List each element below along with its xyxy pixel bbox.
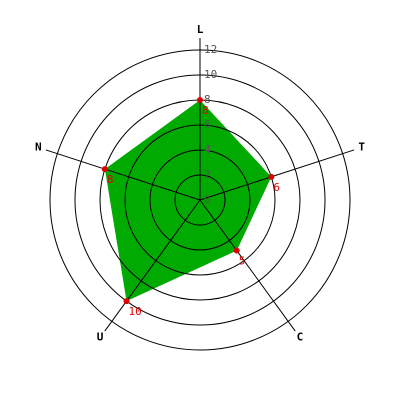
r-tick-label: 2 (204, 168, 211, 181)
data-label: 10 (129, 305, 142, 318)
axis-label: T (358, 140, 365, 153)
axis-line (45, 149, 201, 201)
data-point (268, 173, 275, 180)
data-label: 6 (273, 181, 280, 194)
data-point (123, 298, 130, 305)
axis-label: L (197, 23, 204, 36)
data-point (101, 166, 108, 173)
axis-line (104, 199, 201, 332)
r-tick-label: 8 (204, 93, 211, 106)
data-label: 5 (239, 255, 246, 268)
r-tick-label: 12 (204, 43, 217, 56)
r-tick-label: 6 (204, 118, 211, 131)
axis-label: U (97, 331, 104, 344)
axis-label: C (297, 331, 304, 344)
data-label: 8 (202, 104, 209, 117)
r-tick-label: 0 (204, 193, 211, 206)
axis-label: N (35, 140, 42, 153)
r-tick-label: 4 (204, 143, 211, 156)
data-point (233, 247, 240, 254)
axis-line (199, 149, 355, 201)
axis-line (199, 199, 296, 332)
data-point (197, 97, 203, 103)
data-label: 8 (107, 173, 114, 186)
radar-area (104, 100, 272, 302)
r-tick-label: 10 (204, 68, 217, 81)
